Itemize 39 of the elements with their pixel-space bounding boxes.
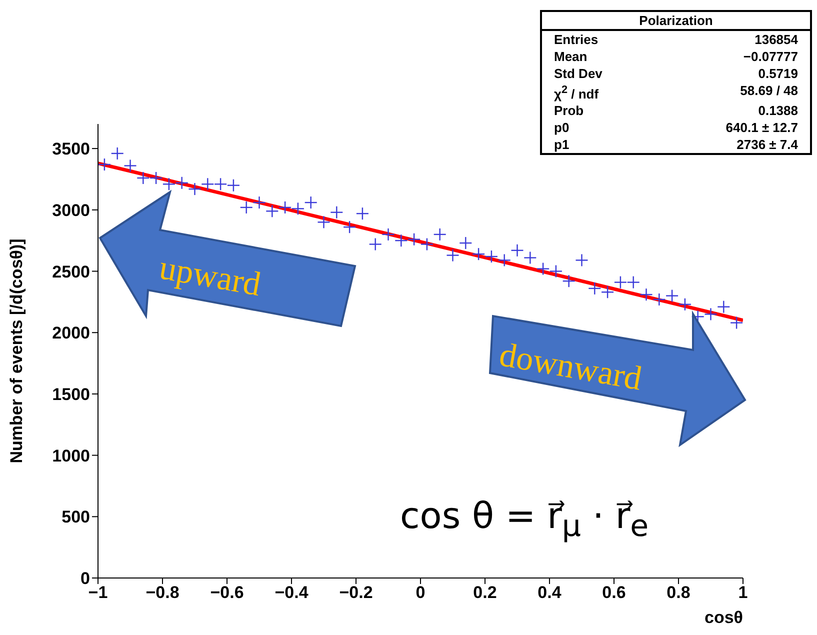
y-tick-label: 500 [62, 508, 90, 527]
annotation: p1 [554, 136, 570, 154]
annotation: p0 [554, 119, 570, 136]
annotation: upward [156, 249, 264, 304]
y-tick-label: 0 [80, 569, 90, 588]
x-tick-label: 0 [416, 583, 426, 602]
x-tick-label: −0.4 [274, 583, 309, 602]
x-tick-label: −0.6 [210, 583, 244, 602]
x-tick-label: 0.8 [666, 583, 690, 602]
annotation: 2736 ± 7.4 [736, 136, 798, 154]
x-axis-title: cosθ [704, 608, 743, 627]
text: Prob [554, 103, 584, 118]
annotation: cos θ = r⃗$_{μ}$ · r⃗$_{e}$ [400, 496, 649, 544]
y-tick-label: 2500 [52, 262, 90, 282]
x-tick-label: 0.2 [473, 583, 497, 602]
x-tick-label: 0.4 [538, 583, 562, 602]
text: 58.69 / 48 [740, 83, 798, 98]
text: 0.5719 [758, 66, 798, 81]
text: Mean [554, 49, 588, 64]
y-tick-label: 2000 [52, 324, 90, 343]
text: 0.1388 [758, 103, 798, 118]
y-axis-title: Number of events [/d(cosθ)] [7, 238, 26, 464]
x-tick-label: −0.8 [146, 583, 180, 602]
x-tick-label: 0.6 [602, 583, 626, 602]
y-tick-label: 1000 [52, 446, 90, 466]
text: −0.07777 [743, 49, 798, 64]
text: χ$^{2}$ / ndf [554, 84, 599, 102]
text: Polarization [639, 13, 713, 28]
text: Entries [554, 32, 598, 47]
annotation: 640.1 ± 12.7 [726, 119, 798, 136]
x-tick-label: −0.2 [339, 583, 373, 602]
text: Std Dev [554, 66, 602, 81]
x-tick-label: −1 [88, 583, 108, 602]
text: 136854 [754, 32, 798, 47]
y-tick-label: 3000 [52, 200, 90, 220]
x-tick-label: 1 [738, 583, 748, 602]
y-tick-label: 3500 [52, 140, 90, 159]
y-tick-label: 1500 [52, 384, 90, 404]
annotation: downward [496, 336, 644, 398]
